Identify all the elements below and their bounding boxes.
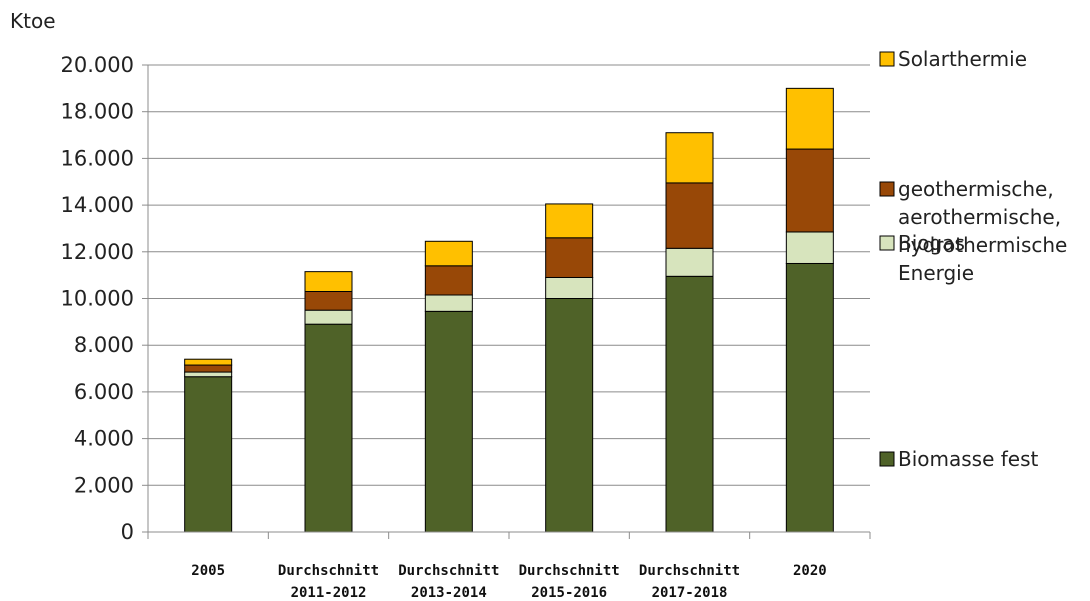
bars — [184, 87, 834, 533]
y-unit-label: Ktoe — [10, 9, 56, 33]
y-tick-label: 6.000 — [74, 380, 134, 404]
bar-segment — [785, 231, 834, 264]
bar-segment — [184, 376, 233, 533]
bar-segment — [785, 87, 834, 150]
bar-segment — [665, 247, 714, 277]
legend-label: Solarthermie — [898, 47, 1027, 71]
x-tick-label: 2011-2012 — [291, 585, 367, 601]
legend-label: aerothermische, — [898, 205, 1061, 229]
y-tick-label: 2.000 — [74, 473, 134, 497]
bar-segment — [424, 310, 473, 533]
legend-label: hydrothermische — [898, 233, 1067, 257]
x-tick-label: 2013-2014 — [411, 585, 487, 601]
bar-segment — [665, 275, 714, 533]
y-tick-label: 12.000 — [61, 240, 134, 264]
y-tick-label: 14.000 — [61, 193, 134, 217]
bar-segment — [665, 132, 714, 184]
bar-segment — [545, 276, 594, 299]
bar-segment — [304, 309, 353, 325]
x-tick-label: Durchschnitt — [519, 563, 620, 579]
x-tick-label: Durchschnitt — [639, 563, 740, 579]
bar-segment — [184, 358, 233, 366]
bar-segment — [424, 240, 473, 267]
bar-segment — [424, 265, 473, 296]
gridlines — [148, 64, 870, 486]
x-tick-label: 2015-2016 — [531, 585, 607, 601]
legend-label: Biogas — [898, 231, 965, 255]
y-tick-label: 0 — [121, 520, 134, 544]
x-tick-label: Durchschnitt — [398, 563, 499, 579]
legend-swatch — [879, 181, 895, 197]
legend-label: Energie — [898, 261, 974, 285]
bar-segment — [545, 298, 594, 533]
legend: Solarthermie geothermische, aerothermische… — [879, 47, 1067, 471]
bar-segment — [304, 323, 353, 533]
bar-segment — [304, 290, 353, 311]
y-tick-label: 16.000 — [61, 146, 134, 170]
bar-segment — [184, 371, 233, 378]
y-tick-label: 10.000 — [61, 287, 134, 311]
y-tick-label: 18.000 — [61, 100, 134, 124]
legend-label: geothermische, — [898, 177, 1054, 201]
bar-segment — [424, 294, 473, 312]
bar-segment — [304, 271, 353, 292]
legend-label: Biomasse fest — [898, 447, 1039, 471]
bar-segment — [665, 182, 714, 249]
bar-segment — [184, 364, 233, 373]
x-tick-label: 2017-2018 — [652, 585, 728, 601]
y-tick-label: 4.000 — [74, 427, 134, 451]
y-axis-ticks: 0 2.000 4.000 6.000 8.000 10.000 12.000 14.000 1… — [61, 53, 148, 544]
bar-segment — [785, 262, 834, 533]
bar-segment — [545, 237, 594, 278]
legend-swatch — [879, 235, 895, 251]
bar-segment — [785, 148, 834, 233]
legend-swatch — [879, 51, 895, 67]
y-tick-label: 20.000 — [61, 53, 134, 77]
x-tick-label: Durchschnitt — [278, 563, 379, 579]
legend-swatch — [879, 451, 895, 467]
x-axis-ticks: 2005 Durchschnitt 2011-2012 Durchschnitt 201… — [147, 532, 871, 601]
x-tick-label: 2005 — [191, 563, 225, 579]
bar-segment — [545, 203, 594, 239]
y-tick-label: 8.000 — [74, 333, 134, 357]
x-tick-label: 2020 — [793, 563, 827, 579]
